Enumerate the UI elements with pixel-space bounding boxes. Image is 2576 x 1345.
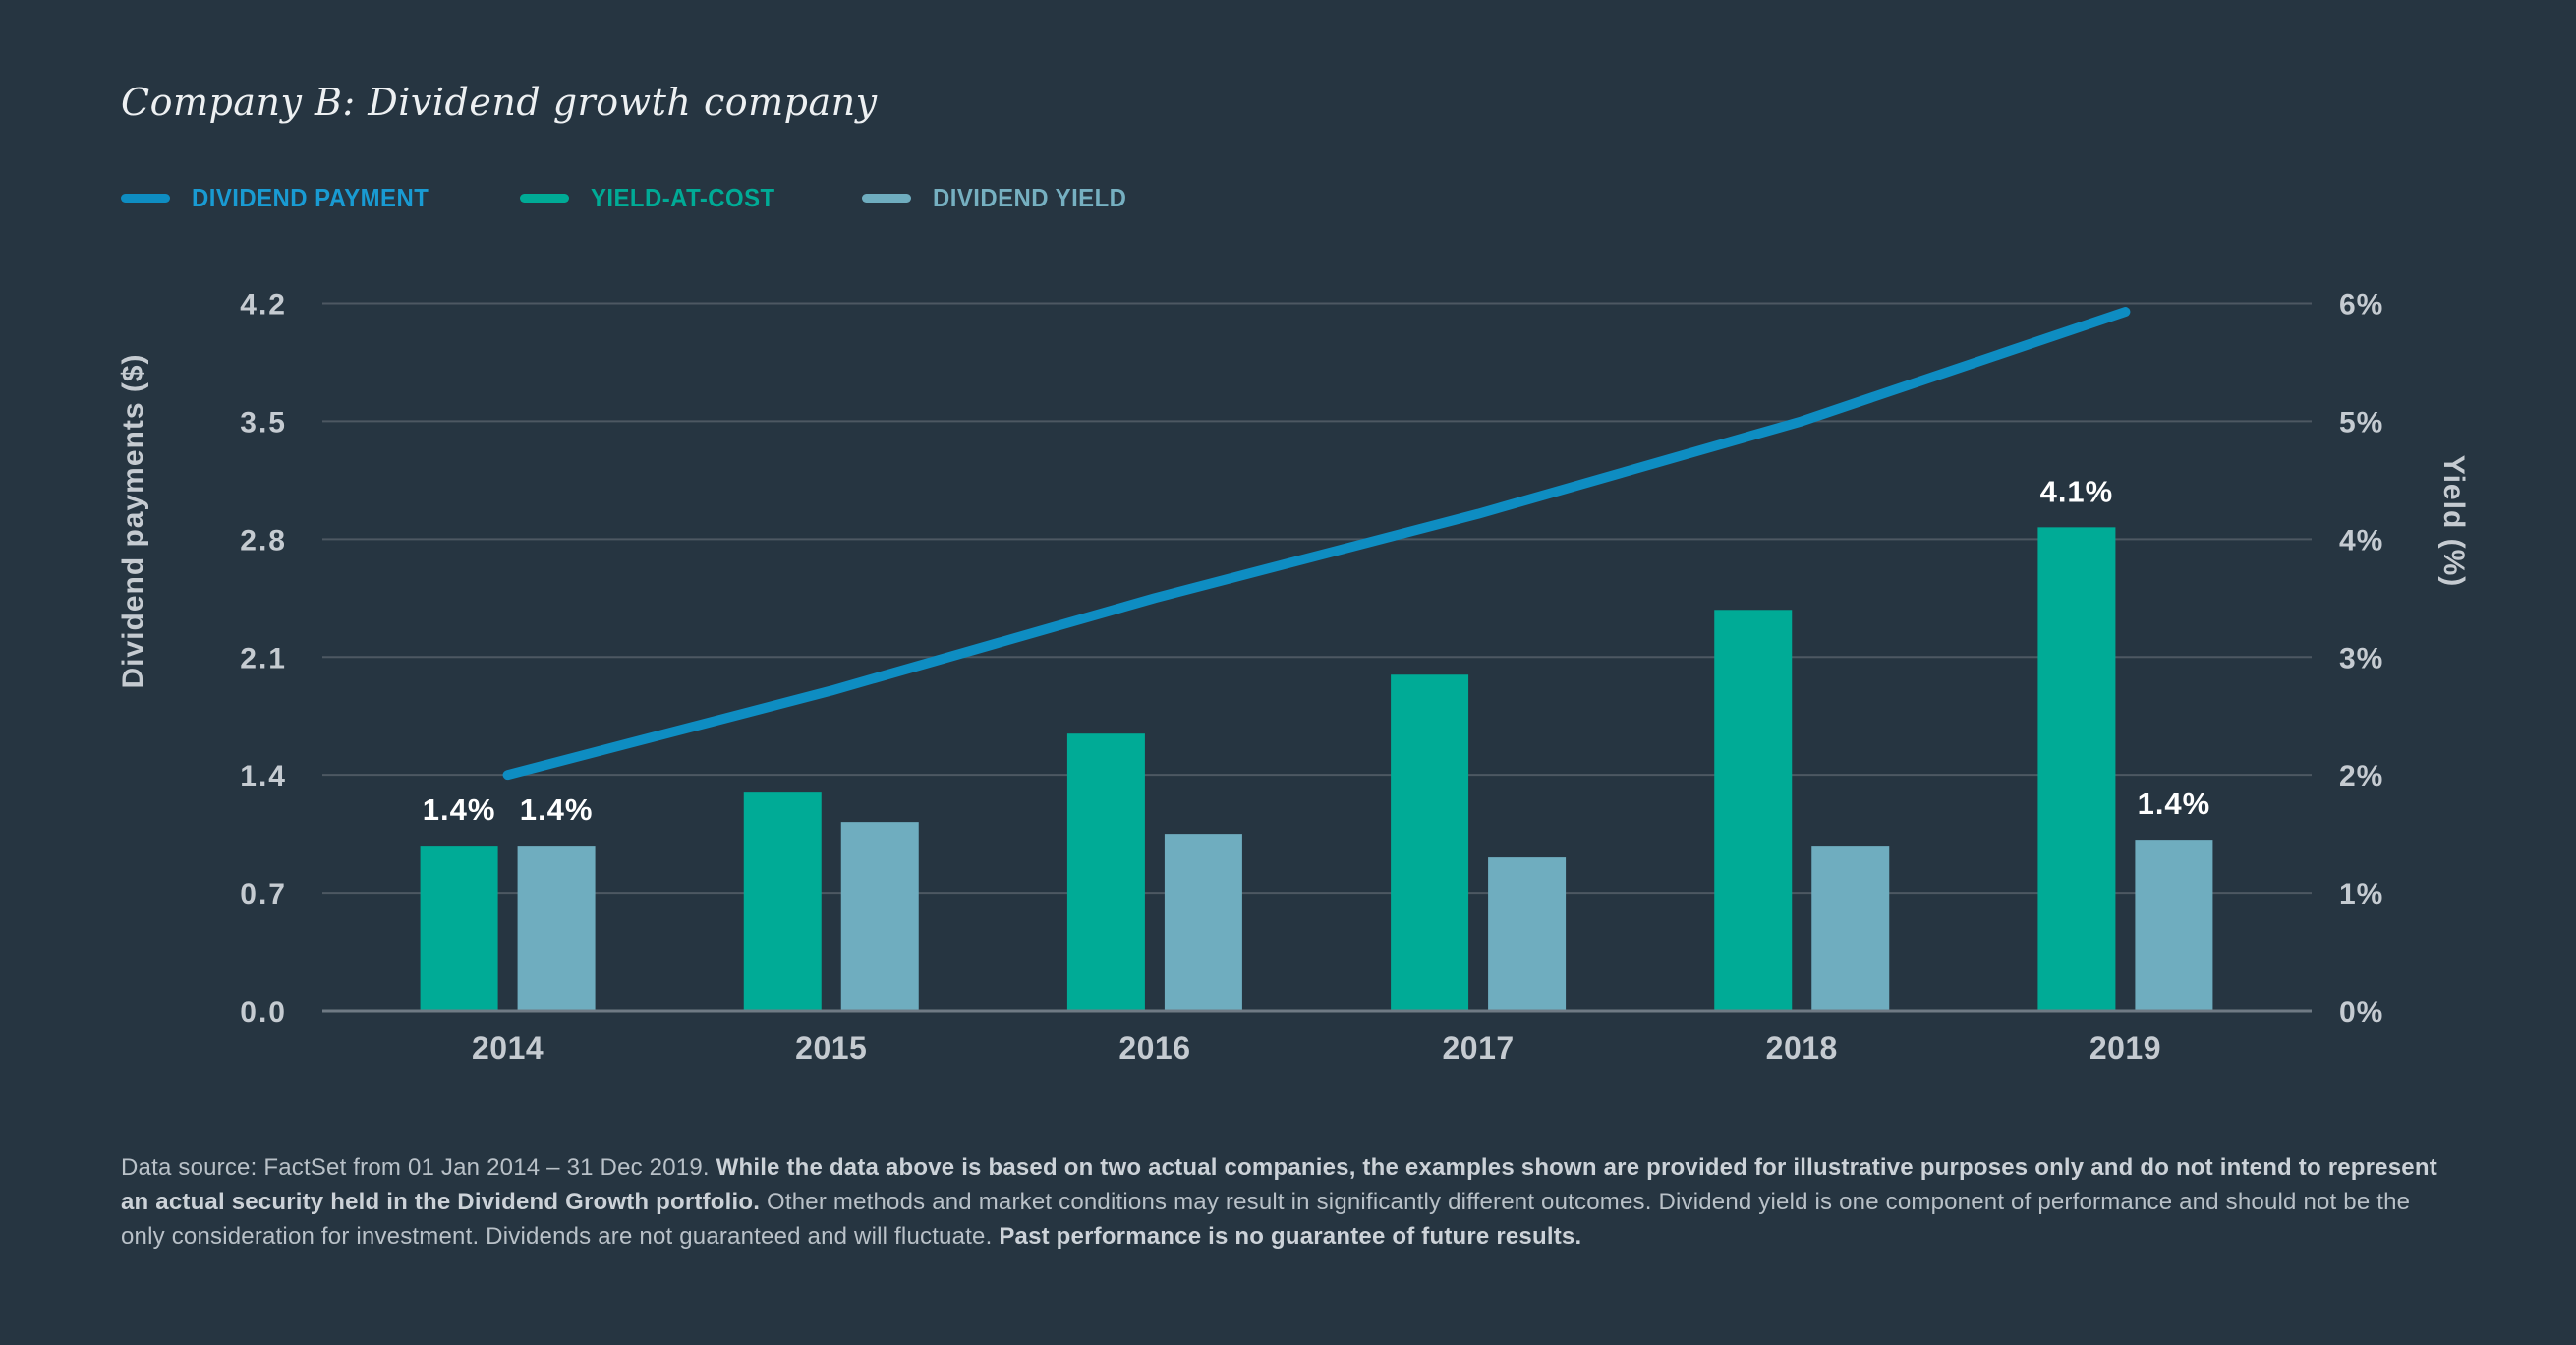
legend-label: DIVIDEND YIELD [933, 183, 1127, 212]
left-axis-tick-label: 2.1 [240, 642, 287, 674]
bar-yield-at-cost-2016 [1066, 733, 1145, 1011]
footnote-segment: Past performance is no guarantee of futu… [999, 1223, 1582, 1250]
bar-dividend-yield-2019 [2135, 840, 2213, 1011]
x-axis-year-label: 2018 [1766, 1030, 1838, 1066]
right-axis-tick-label: 5% [2339, 406, 2383, 439]
right-axis-title: Yield (%) [2437, 455, 2470, 588]
left-axis-tick-label: 2.8 [240, 524, 287, 556]
left-axis-tick-label: 4.2 [240, 289, 287, 322]
right-axis-tick-label: 4% [2339, 524, 2383, 556]
legend-swatch-icon [121, 194, 170, 203]
left-axis-tick-label: 0.0 [240, 996, 287, 1028]
legend-swatch-icon [520, 194, 570, 203]
bar-value-label: 4.1% [2040, 474, 2114, 508]
right-axis-tick-label: 6% [2339, 289, 2383, 322]
left-axis-tick-label: 1.4 [240, 760, 287, 792]
footnote: Data source: FactSet from 01 Jan 2014 – … [121, 1150, 2452, 1254]
bar-yield-at-cost-2015 [743, 792, 822, 1011]
bar-yield-at-cost-2018 [1714, 610, 1793, 1011]
legend-item-dividend-payment: DIVIDEND PAYMENT [121, 183, 449, 213]
bar-dividend-yield-2014 [517, 846, 596, 1011]
bar-dividend-yield-2016 [1164, 834, 1242, 1011]
x-axis-year-label: 2016 [1118, 1030, 1190, 1066]
right-axis-tick-label: 3% [2339, 642, 2383, 674]
x-axis-year-label: 2019 [2089, 1030, 2161, 1066]
bar-value-label: 1.4% [2138, 787, 2211, 821]
right-axis-tick-label: 1% [2339, 878, 2383, 910]
x-axis-year-label: 2017 [1442, 1030, 1514, 1066]
legend-item-yield-at-cost: YIELD-AT-COST [520, 183, 791, 213]
x-axis-year-label: 2015 [795, 1030, 867, 1066]
footnote-segment: Other methods and market conditions may … [121, 1189, 2411, 1250]
chart-title: Company B: Dividend growth company [121, 81, 878, 124]
legend: DIVIDEND PAYMENT YIELD-AT-COST DIVIDEND YI… [121, 183, 1144, 213]
bar-dividend-yield-2017 [1488, 857, 1567, 1011]
bar-value-label: 1.4% [520, 792, 594, 827]
left-axis-tick-label: 3.5 [240, 406, 287, 439]
right-axis-tick-label: 2% [2339, 760, 2383, 792]
left-axis-title: Dividend payments ($) [117, 353, 149, 688]
footnote-segment: Data source: FactSet from 01 Jan 2014 – … [121, 1154, 716, 1181]
legend-swatch-icon [862, 194, 912, 203]
bar-yield-at-cost-2019 [2037, 527, 2116, 1011]
bar-dividend-yield-2018 [1811, 846, 1890, 1011]
legend-label: DIVIDEND PAYMENT [192, 183, 429, 212]
footnote-segment: While the data above is based on two act… [121, 1154, 2437, 1215]
bar-yield-at-cost-2017 [1391, 674, 1469, 1011]
legend-label: YIELD-AT-COST [591, 183, 775, 212]
legend-item-dividend-yield: DIVIDEND YIELD [862, 183, 1144, 213]
right-axis-tick-label: 0% [2339, 996, 2383, 1028]
dividend-payment-line [502, 307, 2131, 781]
bar-value-label: 1.4% [423, 792, 496, 827]
bar-yield-at-cost-2014 [420, 846, 498, 1011]
x-axis-year-label: 2014 [472, 1030, 544, 1066]
bar-dividend-yield-2015 [840, 822, 919, 1011]
left-axis-tick-label: 0.7 [240, 878, 287, 910]
